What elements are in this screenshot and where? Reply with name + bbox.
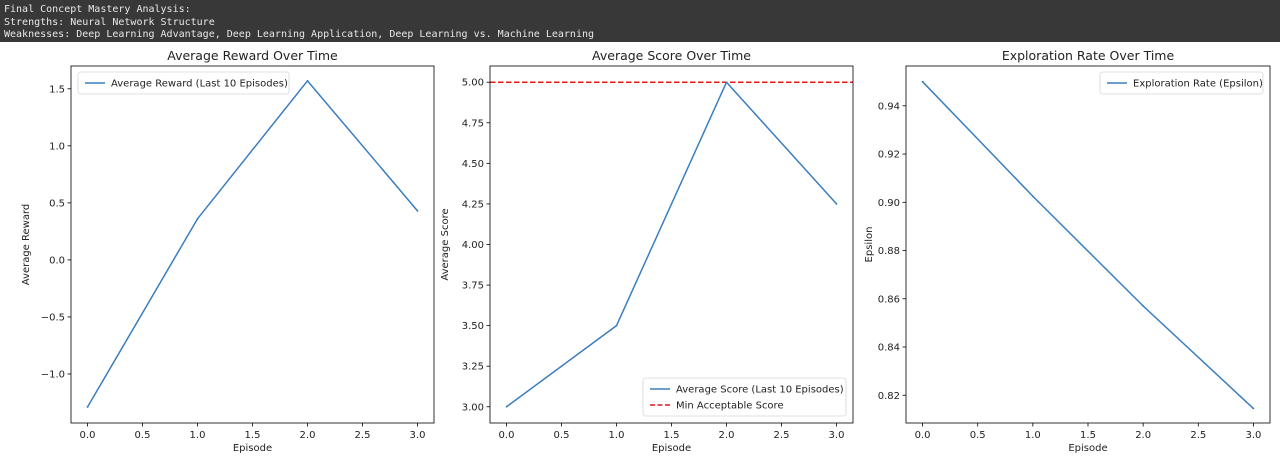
series-line: [506, 81, 838, 408]
x-tick-label: 1.5: [1080, 430, 1096, 441]
x-tick-label: 0.5: [135, 430, 151, 441]
x-axis-label: Episode: [652, 443, 691, 454]
y-tick-label: 0.0: [49, 255, 65, 266]
y-tick-label: 0.82: [878, 391, 900, 402]
x-tick-label: 1.0: [190, 430, 206, 441]
y-tick-label: 3.25: [462, 362, 484, 373]
legend: Average Reward (Last 10 Episodes): [77, 71, 290, 95]
y-tick-label: 0.90: [878, 198, 900, 209]
chart-3: Exploration Rate Over Time 0.0 0.5 1.0 1.5 2.…: [864, 48, 1271, 454]
axes-frame: [489, 65, 854, 424]
legend-label: Exploration Rate (Epsilon): [1133, 79, 1263, 90]
data-point: [505, 405, 508, 408]
y-tick-label: 0.88: [878, 246, 900, 257]
x-tick-label: 1.5: [245, 430, 261, 441]
x-tick-label: 1.0: [1025, 430, 1041, 441]
x-tick-label: 2.5: [774, 430, 790, 441]
y-tick-label: 4.75: [462, 118, 484, 129]
y-tick-label: 4.00: [462, 240, 484, 251]
x-tick-label: 2.0: [719, 430, 735, 441]
x-tick-label: 1.0: [609, 430, 625, 441]
console-line: Final Concept Mastery Analysis:: [4, 4, 191, 15]
x-tick-label: 0.0: [915, 430, 931, 441]
x-axis-label: Episode: [233, 443, 272, 454]
legend-box: [642, 377, 847, 417]
x-tick-label: 0.0: [499, 430, 515, 441]
y-tick-label: 0.92: [878, 150, 900, 161]
legend-label: Average Score (Last 10 Episodes): [676, 385, 844, 396]
chart-title: Average Score Over Time: [592, 48, 751, 63]
x-tick-label: 3.0: [410, 430, 426, 441]
series-line: [86, 80, 419, 408]
x-axis-label: Episode: [1068, 443, 1107, 454]
data-point: [416, 209, 419, 212]
data-point: [615, 324, 618, 327]
y-axis-label: Epsilon: [864, 227, 875, 263]
y-tick-label: 1.5: [49, 84, 65, 95]
chart-title: Average Reward Over Time: [167, 48, 338, 63]
x-tick-label: 3.0: [829, 430, 845, 441]
legend-label: Min Acceptable Score: [676, 401, 784, 412]
y-tick-label: 4.50: [462, 159, 484, 170]
console-output: Final Concept Mastery Analysis: Strength…: [0, 0, 1280, 42]
plot-area: [86, 79, 419, 408]
x-tick-label: 2.0: [300, 430, 316, 441]
data-point: [1252, 407, 1255, 410]
axes-frame: [905, 65, 1271, 424]
y-axis-label: Average Reward: [21, 204, 32, 285]
legend: Average Score (Last 10 Episodes) Min Acce…: [642, 377, 847, 417]
data-point: [921, 80, 924, 83]
plot-area: [921, 80, 1255, 410]
legend-box: [1099, 71, 1264, 95]
y-tick-label: 0.5: [49, 198, 65, 209]
data-point: [306, 79, 309, 82]
legend-label: Average Reward (Last 10 Episodes): [111, 79, 288, 90]
x-tick-label: 2.0: [1135, 430, 1151, 441]
figure-canvas: Average Reward Over Time 0.0 0.5 1.0 1.5 2.0 2…: [21, 48, 1271, 454]
chart-title: Exploration Rate Over Time: [1002, 48, 1175, 63]
x-tick-label: 0.5: [554, 430, 570, 441]
data-point: [725, 81, 728, 84]
legend-box: [77, 71, 290, 95]
data-point: [835, 203, 838, 205]
y-tick-label: 0.86: [878, 294, 900, 305]
y-tick-label: 0.94: [878, 101, 900, 112]
y-axis-label: Average Score: [440, 208, 451, 280]
y-tick-label: 0.84: [878, 343, 900, 354]
x-tick-label: 2.5: [1190, 430, 1206, 441]
data-point: [1031, 195, 1034, 198]
data-point: [1142, 305, 1145, 307]
console-line: Weaknesses: Deep Learning Advantage, Dee…: [4, 29, 595, 40]
axes-frame: [70, 65, 435, 424]
x-tick-label: 1.5: [664, 430, 680, 441]
data-point: [196, 217, 199, 220]
chart-1: Average Reward Over Time 0.0 0.5 1.0 1.5 2.0 2…: [21, 48, 435, 454]
y-tick-label: −0.5: [41, 312, 65, 323]
y-tick-label: 3.50: [462, 321, 484, 332]
x-tick-label: 0.5: [970, 430, 986, 441]
data-point: [86, 406, 89, 408]
console-line: Strengths: Neural Network Structure: [4, 16, 215, 28]
y-tick-label: 4.25: [462, 199, 484, 210]
x-tick-label: 0.0: [80, 430, 96, 441]
series-line: [922, 81, 1254, 410]
y-tick-label: 1.0: [49, 141, 65, 152]
y-tick-label: 3.00: [462, 402, 484, 413]
legend: Exploration Rate (Epsilon): [1099, 71, 1264, 95]
x-tick-label: 2.5: [355, 430, 371, 441]
figure-frame: Average Reward Over Time 0.0 0.5 1.0 1.5 2.0 2…: [0, 42, 1280, 465]
chart-2: Average Score Over Time 0.0 0.5 1.0 1.5 2.0 2.…: [440, 48, 854, 454]
plot-area: [490, 81, 853, 408]
y-tick-label: −1.0: [41, 369, 65, 380]
y-tick-label: 5.00: [462, 78, 484, 89]
x-tick-label: 3.0: [1246, 430, 1262, 441]
y-tick-label: 3.75: [462, 281, 484, 292]
